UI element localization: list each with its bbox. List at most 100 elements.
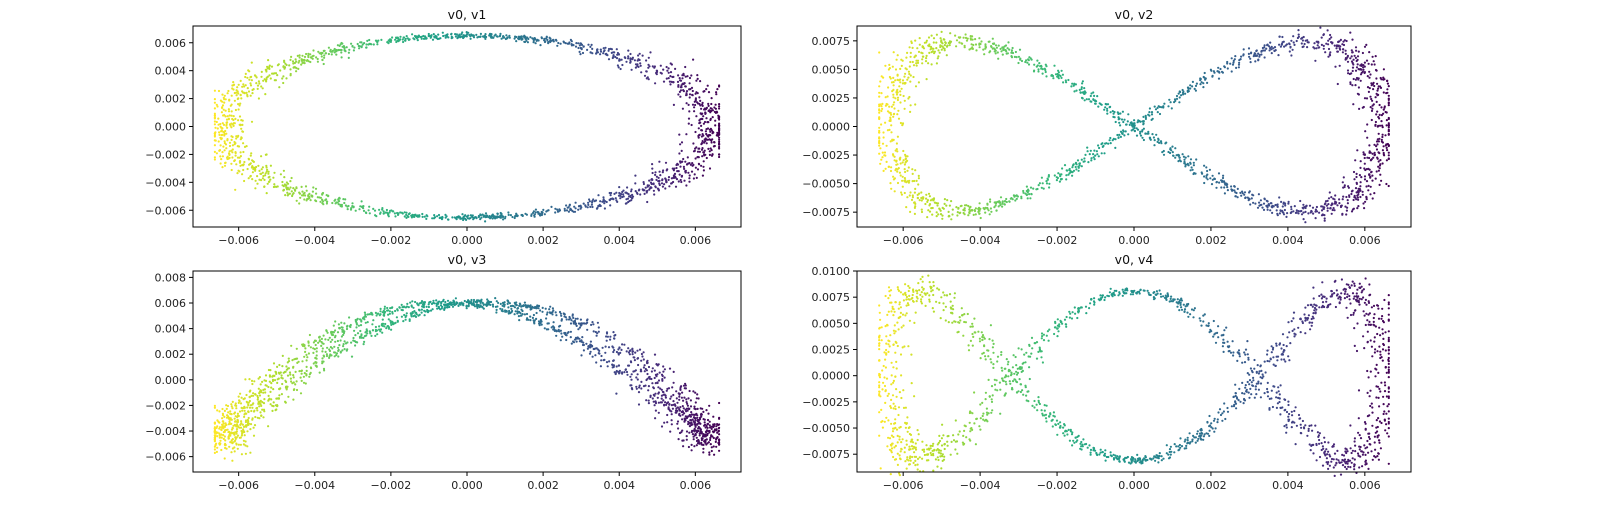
scatter-point [235,163,238,166]
scatter-point [1285,215,1288,218]
scatter-point [1356,196,1359,199]
scatter-point [1342,176,1345,179]
scatter-point [1361,51,1364,55]
scatter-point [663,421,666,424]
scatter-point [261,87,264,90]
scatter-point [999,47,1002,51]
scatter-point [961,42,964,45]
scatter-point [1359,189,1362,192]
scatter-point [427,305,430,309]
scatter-point [895,159,898,162]
scatter-point [321,357,324,360]
scatter-point [355,326,358,329]
scatter-point [1125,123,1128,126]
scatter-point [578,44,582,47]
y-tick-label: 0.006 [155,37,187,50]
scatter-point [1133,119,1136,122]
scatter-point [1077,169,1080,172]
scatter-point [1370,109,1374,112]
scatter-point [880,75,883,78]
scatter-point [405,216,408,219]
scatter-point [634,190,637,193]
scatter-point [1041,72,1044,75]
scatter-point [218,421,221,424]
scatter-point [698,122,701,125]
scatter-point [886,95,889,98]
scatter-point [678,152,681,155]
scatter-point [405,35,408,38]
scatter-point [1275,209,1278,212]
scatter-point [962,211,965,215]
scatter-point [249,175,252,178]
scatter-point [1103,108,1106,111]
scatter-point [534,208,538,211]
scatter-point [1152,136,1155,139]
scatter-point [909,60,912,64]
scatter-point [223,133,226,136]
scatter-point [1363,178,1367,181]
scatter-point [215,120,218,124]
scatter-point [226,138,229,141]
scatter-point [221,420,224,423]
scatter-point [328,348,331,351]
scatter-point [550,326,553,329]
scatter-point [403,211,406,214]
scatter-point [282,169,285,172]
scatter-point [578,50,581,54]
scatter-point [403,215,406,218]
scatter-point [1250,197,1253,200]
scatter-point [363,311,366,314]
scatter-point [688,431,691,434]
scatter-point [260,75,263,78]
scatter-point [1350,72,1353,75]
scatter-point [255,82,258,85]
scatter-point [454,35,457,38]
scatter-point [1362,151,1365,154]
scatter-point [1314,208,1317,211]
scatter-point [441,31,444,34]
scatter-point [256,398,259,401]
scatter-point [691,89,694,93]
scatter-point [637,65,640,68]
scatter-point [617,66,620,69]
scatter-point [1083,90,1086,93]
scatter-point [289,58,292,62]
scatter-point [1265,204,1268,207]
scatter-point [286,374,290,377]
scatter-point [711,138,714,141]
scatter-point [221,93,224,96]
scatter-point [1375,140,1379,143]
scatter-point [592,198,595,201]
scatter-point [1382,68,1385,71]
scatter-point [657,176,660,179]
scatter-point [1370,63,1373,66]
scatter-point [904,153,907,156]
scatter-point [903,82,907,85]
scatter-point [230,114,233,117]
scatter-point [1190,166,1193,169]
scatter-point [1171,145,1174,148]
scatter-point [273,171,276,174]
scatter-point [906,78,909,81]
scatter-point [1262,208,1266,211]
scatter-point [1162,149,1165,153]
scatter-point [290,380,293,383]
scatter-point [1365,59,1369,62]
scatter-point [1067,78,1070,82]
scatter-point [578,337,581,340]
scatter-point [231,438,234,441]
scatter-point [484,33,487,36]
scatter-point [379,328,383,331]
scatter-point [902,94,905,98]
scatter-point [362,343,365,346]
scatter-point [713,106,716,109]
scatter-point [1382,78,1385,81]
scatter-point [679,161,682,164]
scatter-point [339,203,342,206]
scatter-point [484,37,487,41]
scatter-point [1290,39,1293,42]
scatter-point [455,33,458,36]
scatter-point [1234,195,1237,198]
scatter-point [300,58,303,61]
scatter-point [306,356,309,359]
